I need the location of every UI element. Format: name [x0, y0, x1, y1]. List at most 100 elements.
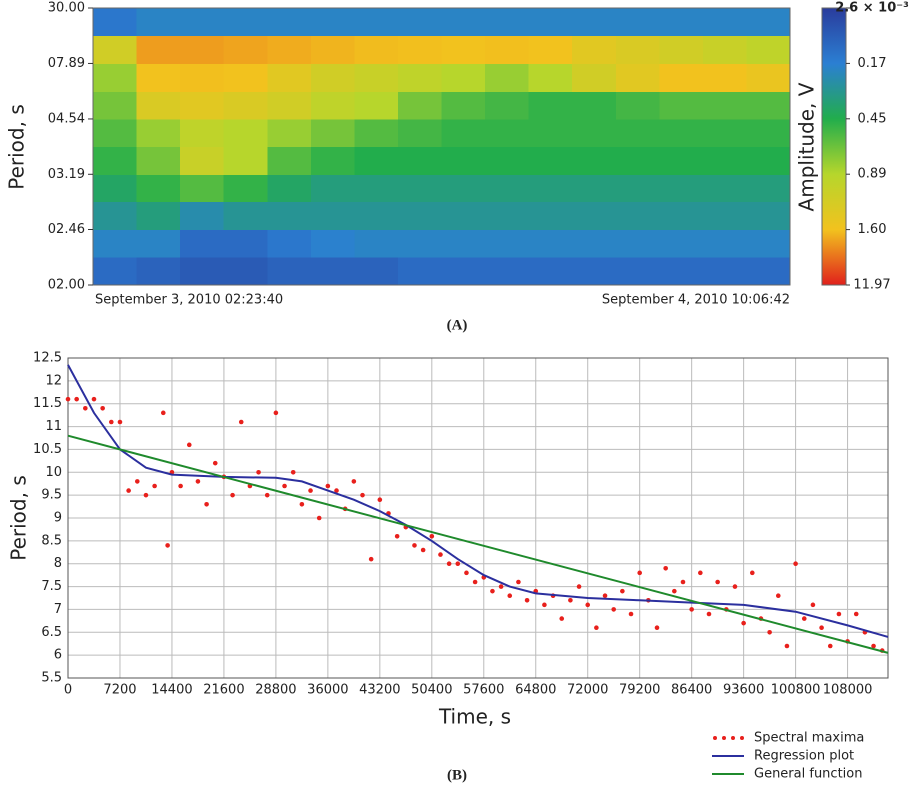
data-point	[91, 396, 97, 402]
y-tick-label: 02.46	[48, 222, 85, 237]
heatmap-cell	[267, 35, 312, 64]
heatmap-cell	[615, 35, 660, 64]
data-point	[256, 469, 261, 475]
x-tick-label: 57600	[463, 683, 504, 698]
colorbar-tick-label: 2.6 × 10⁻³	[835, 1, 909, 16]
heatmap-cell	[223, 174, 268, 203]
heatmap-cell	[310, 8, 355, 37]
heatmap-cell	[136, 8, 181, 37]
heatmap-cell	[528, 63, 573, 92]
heatmap-cell	[397, 63, 442, 92]
heatmap-cell	[93, 63, 138, 92]
y-tick-label: 03.19	[48, 167, 85, 182]
y-tick-label: 6.5	[41, 625, 62, 640]
heatmap-cell	[310, 35, 355, 64]
data-point	[775, 593, 781, 599]
heatmap-cell	[746, 146, 791, 175]
data-point	[273, 410, 279, 416]
data-point	[186, 442, 192, 448]
x-tick-label: 0	[64, 683, 72, 698]
data-point	[65, 396, 71, 402]
heatmap-cell	[93, 229, 138, 258]
heatmap-cell	[354, 35, 399, 64]
data-point	[576, 584, 582, 589]
heatmap-cell	[615, 174, 660, 203]
heatmap-cell	[310, 91, 355, 120]
heatmap-cell	[572, 256, 617, 286]
heatmap-cell	[615, 256, 660, 286]
heatmap-cell	[223, 8, 268, 37]
heatmap-cell	[615, 91, 660, 120]
heatmap-cell	[136, 63, 181, 92]
data-point	[412, 543, 417, 548]
heatmap-cell	[136, 256, 181, 286]
y-tick-label: 07.89	[48, 56, 85, 71]
colorbar-tick-label: 11.97	[853, 278, 890, 293]
heatmap-cell	[180, 91, 225, 120]
heatmap-cell	[702, 8, 747, 37]
y-axis-title: Period, s	[7, 475, 31, 561]
heatmap-cell	[93, 256, 138, 286]
data-point	[420, 547, 426, 553]
heatmap-cell	[702, 174, 747, 203]
data-point	[663, 565, 668, 571]
heatmap-cell	[397, 8, 442, 37]
data-point	[455, 561, 461, 567]
data-point	[516, 579, 521, 585]
heatmap-cell	[267, 201, 312, 231]
heatmap-cell	[659, 256, 704, 286]
heatmap-cell	[180, 146, 225, 175]
data-point	[698, 570, 703, 576]
y-tick-label: 7	[54, 602, 62, 617]
heatmap-cell	[528, 91, 573, 120]
heatmap-cell	[702, 63, 747, 92]
data-point	[152, 483, 157, 489]
data-point	[230, 492, 235, 498]
data-point	[308, 488, 313, 493]
heatmap-cell	[354, 174, 399, 203]
y-tick-label: 7.5	[41, 579, 62, 594]
heatmap-cell	[223, 35, 268, 64]
heatmap-cell	[702, 256, 747, 286]
heatmap-cell	[485, 256, 530, 286]
heatmap-cell	[180, 229, 225, 258]
data-point	[706, 611, 712, 617]
heatmap-cell	[354, 91, 399, 120]
heatmap-cell	[659, 63, 704, 92]
data-point	[360, 492, 365, 498]
colorbar-tick-label: 0.89	[858, 167, 887, 182]
legend-label: Regression plot	[754, 749, 854, 764]
data-point	[490, 588, 495, 594]
x-tick-label: 28800	[255, 683, 296, 698]
heatmap-cell	[223, 91, 268, 120]
y-tick-label: 9	[54, 511, 62, 526]
data-point	[394, 533, 400, 539]
heatmap-cell	[485, 35, 530, 64]
data-point	[628, 611, 634, 617]
y-tick-label: 02.00	[48, 278, 85, 293]
data-point	[819, 625, 824, 631]
heatmap-cell	[136, 118, 181, 147]
heatmap-cell	[223, 201, 268, 231]
heatmap-cell	[354, 256, 399, 286]
heatmap-cell	[702, 146, 747, 175]
colorbar-tick-label: 0.17	[858, 56, 887, 71]
heatmap-cell	[397, 174, 442, 203]
data-point	[117, 419, 123, 425]
data-point	[282, 483, 287, 489]
heatmap-cell	[180, 118, 225, 147]
heatmap-cell	[441, 146, 486, 175]
heatmap-cell	[659, 8, 704, 37]
x-tick-label: 86400	[671, 683, 712, 698]
heatmap-cell	[180, 174, 225, 203]
data-point	[299, 501, 305, 507]
colorbar-tick-label: 1.60	[858, 222, 887, 237]
data-point	[74, 396, 79, 402]
x-tick-label: September 3, 2010 02:23:40	[95, 293, 283, 308]
heatmap-cell	[659, 146, 704, 175]
heatmap-cell	[223, 229, 268, 258]
x-tick-label: September 4, 2010 10:06:42	[602, 293, 790, 308]
heatmap-cell	[267, 256, 312, 286]
y-tick-label: 30.00	[48, 1, 85, 16]
data-point	[377, 497, 383, 503]
